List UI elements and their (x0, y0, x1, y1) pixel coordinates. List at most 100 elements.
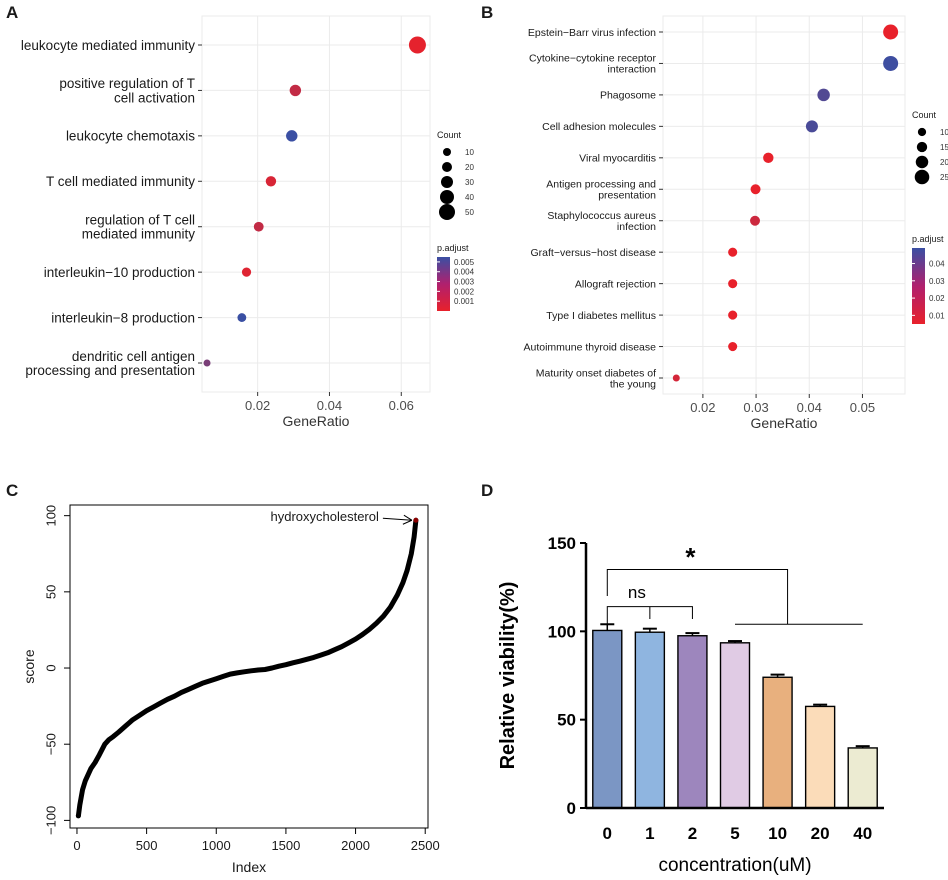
bar (677, 635, 708, 809)
category-label: Graft−versus−host disease (531, 247, 657, 259)
size-legend-dot (441, 176, 453, 188)
annotation-arrow (382, 517, 412, 521)
category-label: Allograft rejection (575, 278, 656, 290)
x-tick-label: 0.06 (389, 398, 414, 413)
ns-bracket (606, 606, 693, 627)
size-legend-dot (439, 204, 455, 220)
data-point (265, 176, 277, 187)
category-label: Viral myocarditis (579, 153, 656, 165)
x-tick-label: 2 (688, 824, 697, 843)
x-tick-label: 0.04 (317, 398, 342, 413)
size-legend-dot (914, 169, 930, 185)
size-legend-label: 20 (465, 163, 474, 172)
plot-area (662, 15, 906, 395)
x-tick-label: 0.03 (743, 400, 768, 415)
category-label: Epstein−Barr virus infection (528, 27, 656, 39)
plot-area (201, 15, 431, 393)
x-tick-label: 500 (136, 838, 158, 853)
y-axis-title: Relative viability(%) (497, 582, 519, 770)
x-tick-label: 20 (811, 824, 830, 843)
size-legend-dot (917, 127, 927, 137)
data-point (672, 374, 680, 382)
score-curve (75, 517, 419, 819)
category-label: processing and presentation (25, 363, 195, 378)
y-tick-label: 0 (567, 799, 576, 818)
category-label: Type I diabetes mellitus (546, 310, 656, 322)
data-point (763, 152, 774, 164)
highlight-point (413, 517, 419, 523)
color-legend-label: 0.003 (454, 278, 475, 287)
x-tick-label: 1500 (271, 838, 300, 853)
x-tick-label: 40 (853, 824, 872, 843)
y-tick-label: −100 (43, 806, 58, 835)
data-point (817, 88, 830, 102)
x-tick-label: 10 (768, 824, 787, 843)
category-label: infection (617, 221, 656, 233)
chart-b: 0.02 0.03 0.04 0.05 Epstein−Barr virus infec… (524, 15, 948, 431)
size-legend-label: 15 (940, 143, 948, 152)
color-legend-label: 0.001 (454, 297, 475, 306)
category-label: T cell mediated immunity (46, 174, 195, 189)
x-tick-label: 2500 (411, 838, 440, 853)
category-label: cell activation (114, 90, 195, 105)
size-legend-label: 50 (465, 208, 474, 217)
color-legend-bar (912, 248, 925, 324)
x-tick-label: 0 (603, 824, 612, 843)
bar (719, 642, 751, 809)
annotation-label: hydroxycholesterol (270, 509, 378, 524)
data-point (237, 313, 247, 322)
chart-c: 0 500 1000 1500 2000 2500 −100 −50 0 50 100 hydroxy… (21, 504, 440, 875)
category-label: positive regulation of T (59, 76, 195, 91)
x-axis-title: GeneRatio (751, 415, 818, 431)
data-point (728, 247, 738, 257)
category-label: presentation (598, 190, 656, 202)
y-tick-label: 0 (43, 664, 58, 671)
color-legend-label: 0.04 (929, 260, 945, 269)
data-point (203, 359, 211, 367)
bar (592, 629, 623, 809)
y-tick-label: 100 (43, 505, 58, 527)
size-legend-dot (443, 148, 451, 156)
color-legend-title: p.adjust (912, 234, 944, 244)
data-point (805, 120, 818, 133)
color-legend-label: 0.002 (454, 287, 475, 296)
panel-label-d: D (481, 481, 493, 500)
category-label: regulation of T cell (85, 212, 195, 227)
category-label: Maturity onset diabetes of (536, 367, 656, 379)
data-point (241, 267, 252, 277)
panel-label-b: B (481, 3, 493, 22)
category-label: interleukin−10 production (44, 265, 195, 280)
category-label: Antigen processing and (546, 179, 656, 191)
category-label: Staphylococcus aureus (547, 210, 656, 222)
bar (762, 676, 793, 809)
category-label: the young (610, 378, 656, 390)
y-tick-label: −50 (43, 733, 58, 755)
color-legend-label: 0.004 (454, 268, 475, 277)
annotation-arrowhead (402, 514, 413, 525)
x-tick-label: 5 (730, 824, 739, 843)
size-legend-label: 40 (465, 193, 474, 202)
size-legend-title: Count (437, 130, 462, 140)
size-legend-dot (440, 190, 454, 204)
x-axis-title: concentration(uM) (658, 855, 811, 876)
data-point (728, 341, 738, 352)
size-legend-label: 30 (465, 178, 474, 187)
data-point (750, 184, 761, 195)
size-legend-label: 10 (940, 128, 948, 137)
color-legend-label: 0.03 (929, 277, 945, 286)
data-point (750, 215, 760, 226)
color-legend-label: 0.005 (454, 258, 475, 267)
y-tick-label: 150 (548, 534, 576, 553)
x-tick-label: 0 (73, 838, 80, 853)
size-legend-title: Count (912, 110, 937, 120)
x-axis-title: Index (232, 859, 266, 875)
data-point (728, 279, 738, 289)
data-point (253, 221, 264, 232)
category-label: leukocyte chemotaxis (66, 129, 195, 144)
x-tick-label: 1000 (202, 838, 231, 853)
bar (804, 705, 836, 809)
x-tick-label: 0.05 (850, 400, 875, 415)
y-axis-title: score (21, 649, 37, 683)
x-tick-label: 0.02 (690, 400, 715, 415)
